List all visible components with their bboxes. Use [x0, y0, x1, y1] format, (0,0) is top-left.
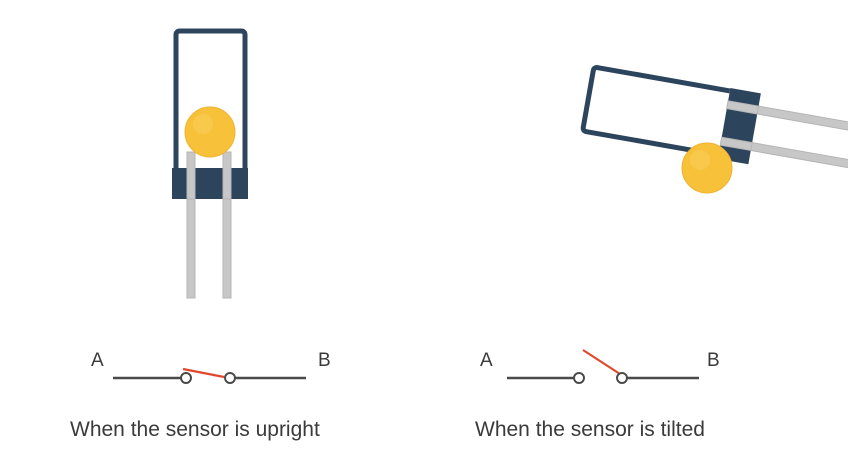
- tilted-contact-a: [573, 372, 585, 384]
- tilted-switch-lever: [582, 349, 621, 375]
- tilted-panel: A B When the sensor is tilted: [424, 0, 848, 473]
- tilted-sensor-diagram: [507, 65, 848, 384]
- tilted-switch-schematic: [507, 349, 699, 384]
- upright-sensor-diagram: [113, 28, 306, 384]
- tilted-terminal-b-label: B: [707, 350, 720, 371]
- tilted-contact-b: [616, 372, 628, 384]
- upright-panel: A B When the sensor is upright: [0, 0, 424, 473]
- upright-terminal-a-label: A: [91, 350, 104, 371]
- upright-contact-b: [224, 372, 236, 384]
- upright-terminal-b-label: B: [318, 350, 331, 371]
- tilted-sensor-housing: [580, 65, 761, 165]
- tilted-sensor: [580, 65, 848, 172]
- upright-contact-a: [180, 372, 192, 384]
- tilted-caption: When the sensor is tilted: [475, 418, 705, 441]
- tilted-terminal-a-label: A: [480, 350, 493, 371]
- upright-switch-schematic: [113, 367, 306, 384]
- tilted-sensor-ball: [681, 142, 733, 194]
- upright-switch-lever: [182, 367, 225, 379]
- upright-caption: When the sensor is upright: [70, 418, 320, 441]
- upright-sensor-ball: [184, 106, 236, 158]
